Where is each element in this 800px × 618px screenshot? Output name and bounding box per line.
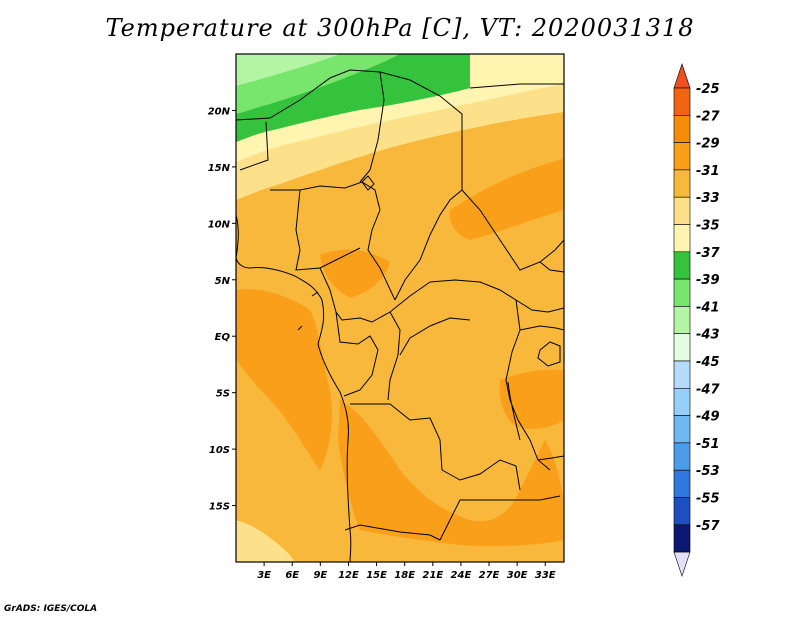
lon-tick-label: 33E <box>535 570 556 581</box>
grads-credit: GrADS: IGES/COLA <box>4 604 98 614</box>
lat-tick-label: 15N <box>208 163 231 174</box>
colorbar-swatch <box>673 115 691 143</box>
colorbar-swatch <box>673 333 691 362</box>
lon-tick-label: 6E <box>285 570 299 581</box>
colorbar-label: -51 <box>696 437 720 452</box>
lon-tick-label: 30E <box>507 570 528 581</box>
colorbar-label: -55 <box>696 492 720 507</box>
border-tanzania <box>537 455 564 461</box>
lat-tick-label: 10N <box>208 219 231 230</box>
patch-minus-29-e <box>499 369 564 429</box>
colorbar-swatch <box>673 497 691 526</box>
colorbar-label: -43 <box>696 328 720 343</box>
lat-tick-label: 15S <box>209 502 230 513</box>
colorbar-swatch <box>673 360 691 389</box>
colorbar-top-arrow <box>673 63 691 89</box>
colorbar-label: -25 <box>696 82 720 97</box>
colorbar-swatch <box>673 442 691 471</box>
colorbar-swatch <box>673 224 691 253</box>
patch-minus-29-c <box>338 400 564 547</box>
colorbar-swatch <box>673 87 691 116</box>
temperature-field <box>236 54 564 562</box>
border-drc-congo <box>387 311 401 401</box>
colorbar-label: -31 <box>696 164 720 179</box>
colorbar-label: -41 <box>696 300 720 315</box>
border-ethiopia <box>539 261 564 273</box>
border-mali-east <box>239 121 269 171</box>
lat-tick-label: EQ <box>215 332 231 343</box>
colorbar-label: -39 <box>696 273 720 288</box>
colorbar-label: -27 <box>696 109 720 124</box>
patch-minus-29-d <box>320 249 390 298</box>
lon-tick-label: 21E <box>422 570 443 581</box>
river-congo <box>399 317 471 356</box>
colorbar-label: -37 <box>696 246 720 261</box>
colorbar-swatch <box>673 169 691 198</box>
colorbar-swatch <box>673 415 691 444</box>
border-cameroon <box>319 267 431 323</box>
border-drc-south <box>350 403 521 491</box>
country-borders <box>236 69 564 562</box>
lon-tick-label: 15E <box>366 570 387 581</box>
lake-chad <box>361 175 375 191</box>
lon-tick-label: 24E <box>451 570 472 581</box>
border-angola-south <box>344 524 441 541</box>
colorbar: -25 -27 -29 -31 -33 -35 -37 -39 -41 -43 -45 -47 -49 -… <box>673 63 720 578</box>
map-frame <box>235 53 565 563</box>
latitude-axis: 20N 15N 10N 5N EQ 5S 10S 15S <box>208 106 236 513</box>
colorbar-swatch <box>673 306 691 334</box>
border-congo-west <box>335 311 379 397</box>
colorbar-swatch <box>673 524 691 553</box>
colorbar-label: -49 <box>696 410 720 425</box>
colorbar-label: -45 <box>696 355 720 370</box>
border-sahara-north <box>236 69 463 190</box>
border-chad <box>394 189 463 301</box>
colorbar-swatch <box>673 196 691 225</box>
patch-minus-29-a <box>449 158 564 240</box>
patch-minus-33-south <box>236 520 295 562</box>
lat-tick-label: 5N <box>215 276 231 287</box>
colorbar-bottom-arrow <box>673 551 691 578</box>
colorbar-label: -33 <box>696 191 720 206</box>
border-south-sudan <box>515 299 564 313</box>
lon-tick-label: 9E <box>313 570 327 581</box>
border-car-south <box>429 279 517 301</box>
border-uganda <box>519 325 564 331</box>
lat-tick-label: 5S <box>216 389 230 400</box>
lake-victoria <box>537 341 561 367</box>
border-nigeria <box>295 189 361 271</box>
border-zambia <box>439 495 561 541</box>
colorbar-label: -35 <box>696 219 720 234</box>
border-sudan <box>461 189 564 271</box>
border-libya-egypt <box>469 83 564 89</box>
lon-tick-label: 27E <box>479 570 500 581</box>
coastline-west-africa <box>236 214 352 562</box>
colorbar-label: -47 <box>696 382 720 397</box>
lon-tick-label: 18E <box>394 570 415 581</box>
map-title: Temperature at 300hPa [C], VT: 202003131… <box>105 14 695 42</box>
patch-minus-29-b <box>236 289 332 470</box>
colorbar-swatch <box>673 142 691 171</box>
colorbar-swatch <box>673 251 691 280</box>
colorbar-swatch <box>673 469 691 498</box>
lon-tick-label: 12E <box>338 570 359 581</box>
border-drc-east <box>505 299 551 471</box>
border-chad-west <box>367 209 396 301</box>
colorbar-swatch <box>673 387 691 416</box>
colorbar-label: -29 <box>696 137 720 152</box>
colorbar-label: -53 <box>696 464 720 479</box>
border-algeria-niger <box>359 71 385 183</box>
coastline-gulf-islands <box>297 291 319 331</box>
lat-tick-label: 10S <box>209 445 230 456</box>
colorbar-label: -57 <box>696 519 720 534</box>
longitude-axis: 3E 6E 9E 12E 15E 18E 21E 24E 27E 30E 33E <box>257 562 556 581</box>
band-minus-41 <box>236 54 340 86</box>
lon-tick-label: 3E <box>257 570 271 581</box>
colorbar-swatch <box>673 278 691 307</box>
lake-tanganyika <box>507 381 521 441</box>
lat-tick-label: 20N <box>208 106 231 117</box>
